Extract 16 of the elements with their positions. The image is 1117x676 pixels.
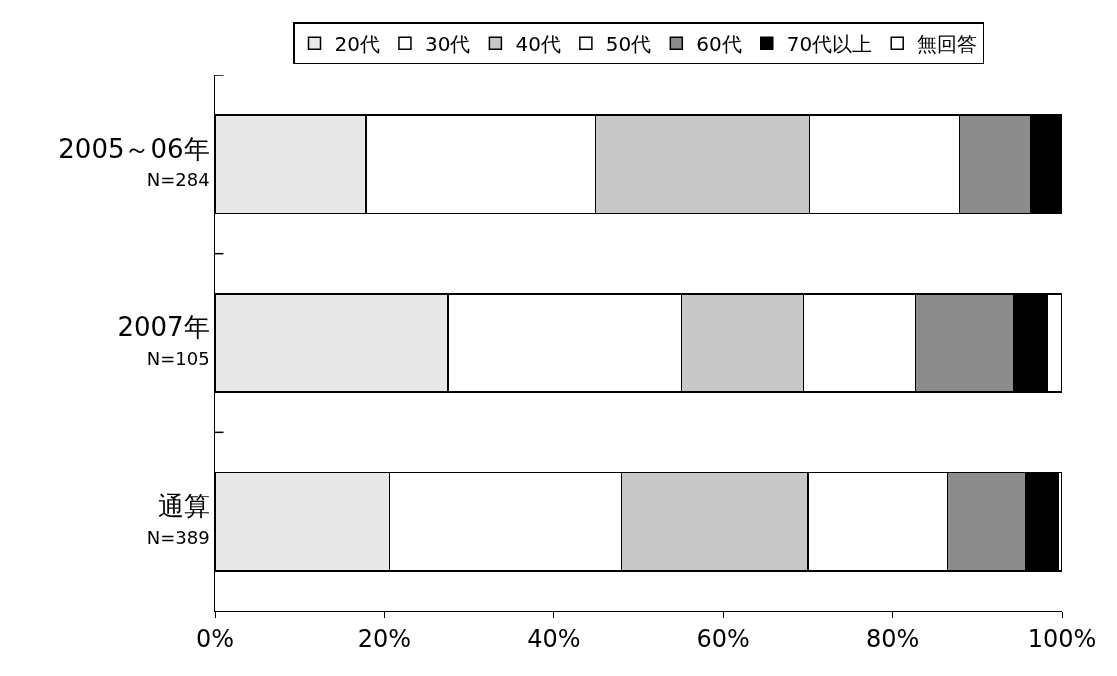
legend-label: 70代以上 [786,32,873,57]
legend-label: 無回答 [917,32,978,57]
legend-label: 30代 [424,32,471,57]
x-tick-label: 100% [1027,624,1097,653]
legend-label: 20代 [334,32,380,57]
legend-label: 50代 [605,32,652,57]
legend-label: 60代 [696,32,742,57]
y-tick-label: 2007年 N=105 [117,312,210,369]
x-tick-label: 20% [357,624,412,653]
y-tick-label: 通算 N=389 [146,491,210,548]
y-tick-label: 2005～06年 N=284 [58,133,210,191]
x-tick-label: 0% [195,624,235,653]
x-tick-label: 60% [696,624,750,653]
x-tick-label: 40% [527,624,581,653]
legend-label: 40代 [515,32,561,57]
x-tick-label: 80% [865,624,920,653]
